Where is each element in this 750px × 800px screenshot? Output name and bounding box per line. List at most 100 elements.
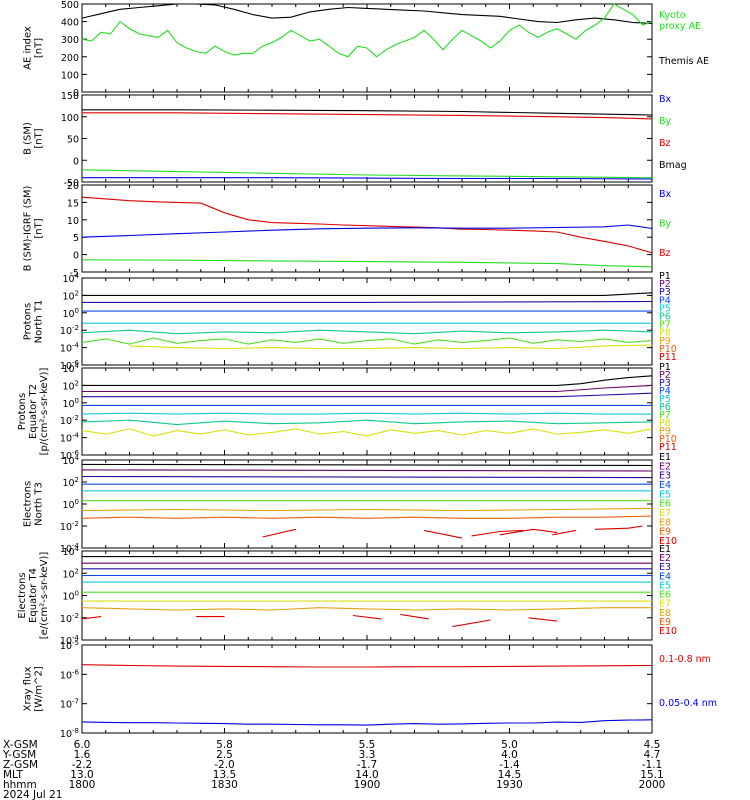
legend-pn-p7: P7 [659, 320, 671, 331]
en-ytick-label: 10-2 [60, 520, 79, 533]
series-bigrf-bx [81, 224, 653, 238]
series-ee-e10-c [352, 614, 382, 620]
pn-ytick-label: 100 [62, 307, 79, 320]
footer-mlt-value: 13.5 [213, 769, 236, 781]
footer-hhmm-value: 1830 [211, 779, 238, 791]
legend-pn-p9: P9 [659, 336, 671, 347]
legend-en-e2: E2 [659, 461, 671, 472]
legend-en-e9: E9 [659, 527, 671, 538]
footer-hhmm-value: 1800 [69, 779, 96, 791]
series-en-e2 [81, 469, 653, 472]
bsm-ytick-label: 0 [73, 156, 79, 167]
series-xray-0-05-0-4-nm [81, 719, 653, 726]
footer-hhmm-value: 1900 [354, 779, 381, 791]
legend-ee-e4: E4 [659, 571, 671, 582]
footer-mlt-value: 14.5 [498, 769, 521, 781]
footer-row-label-4: hhmm [3, 779, 37, 791]
legend-pe-p2: P2 [659, 370, 671, 381]
series-xray-0-1-0-8-nm [81, 664, 653, 668]
pe-ytitle: ProtonsEquator T2[p/(cm²-s-sr-keV)] [17, 368, 50, 456]
footer-y-gsm-value: 4.7 [644, 749, 661, 761]
ee-ytick-label: 102 [62, 567, 79, 580]
series-en-e7 [81, 507, 653, 512]
footer-y-gsm-value: 3.3 [359, 749, 376, 761]
footer-z-gsm-value: -1.7 [357, 759, 378, 771]
legend-pe-p1: P1 [659, 362, 671, 373]
pe-ytick-label: 100 [62, 397, 79, 410]
series-pe-p5 [81, 412, 652, 415]
series-pe-p2 [82, 384, 653, 393]
legend-pe-p5: P5 [659, 394, 671, 405]
series-en-e10-f [594, 525, 643, 530]
legend-ae-kyoto-proxy-ae: Kyoto proxy AE [659, 10, 701, 32]
bsm-panel: -50 0 50 100 150 B (SM)[nT] Bx By Bz Bmag [23, 91, 687, 189]
legend-pn-p2: P2 [659, 279, 671, 290]
en-frame [81, 459, 653, 549]
series-pe-p3 [82, 392, 653, 398]
bsm-ytick-label: -50 [63, 178, 79, 189]
series-pn-p8 [129, 344, 653, 350]
en-ytick-label: 100 [62, 498, 79, 511]
legend-en-e8: E8 [659, 517, 671, 528]
legend-pe-p6: P6 [659, 402, 671, 413]
series-ee-e10-f [528, 617, 558, 622]
series-bsm-bmag [82, 109, 653, 116]
footer-x-gsm-value: 5.5 [359, 739, 376, 751]
legend-en-e4: E4 [659, 480, 671, 491]
footer-hhmm-value: 1930 [496, 779, 523, 791]
footer-row-label-2: Z-GSM [3, 759, 38, 771]
ae-ytick-label: 500 [61, 0, 79, 11]
bigrf-ytick-label: -5 [70, 268, 79, 279]
legend-pn-p10: P10 [659, 344, 677, 355]
series-ee-e10-d [400, 613, 429, 620]
ae-panel: 0 100 200 300 400 500 AE index[nT] Kyoto proxy A… [23, 0, 710, 99]
en-ytick-label: 102 [62, 476, 79, 489]
footer-x-gsm-value: 4.5 [644, 739, 661, 751]
series-pn-p3 [82, 300, 653, 303]
bigrf-ytick-label: 0 [73, 251, 79, 262]
en-ytick-label: 104 [62, 454, 79, 467]
ae-ytick-label: 100 [61, 70, 79, 81]
legend-en-e10: E10 [659, 536, 677, 547]
xray-ytitle: Xray flux[W/m^2] [23, 666, 45, 712]
bigrf-ytick-label: 20 [67, 181, 79, 192]
series-bigrf-bz [81, 196, 653, 254]
bsm-ytick-label: 150 [61, 91, 79, 102]
legend-pn-p1: P1 [659, 271, 671, 282]
ee-ytick-label: 10-2 [60, 612, 79, 625]
legend-bsm-bx: Bx [659, 94, 672, 105]
legend-xray-0-1-0-8-nm: 0.1-0.8 nm [659, 654, 711, 665]
series-pn-p6 [81, 329, 653, 335]
footer-x-gsm-value: 5.0 [501, 739, 518, 751]
ee-ytitle: ElectronsEquator T4[e/(cm²-s-sr-keV)] [17, 552, 50, 640]
footer-date: 2024 Jul 21 [3, 789, 62, 800]
footer-hhmm-value: 2000 [639, 779, 666, 791]
footer-z-gsm-value: -1.1 [642, 759, 663, 771]
bsm-frame [81, 94, 653, 183]
legend-en-e3: E3 [659, 471, 671, 482]
pn-ytick-label: 10-2 [60, 324, 79, 337]
bigrf-ytick-label: 10 [67, 216, 79, 227]
ae-ytick-label: 400 [61, 18, 79, 29]
ae-ytick-label: 200 [61, 53, 79, 64]
en-ytitle: ElectronsNorth T3 [23, 481, 45, 527]
footer-mlt-value: 15.1 [640, 769, 663, 781]
legend-pn-p11: P11 [659, 352, 677, 363]
series-en-e10-a [262, 528, 296, 538]
series-bsm-bz [82, 112, 653, 120]
legend-ae-themis-ae: Themis AE [658, 56, 709, 67]
series-pe-p1 [82, 375, 653, 386]
series-en-e1 [81, 463, 653, 467]
legend-pe-p9: P9 [659, 426, 671, 437]
footer-row-label-0: X-GSM [3, 739, 38, 751]
legend-pe-p10: P10 [659, 434, 677, 445]
legend-xray-0-05-0-4-nm: 0.05-0.4 nm [659, 698, 717, 709]
legend-en-e1: E1 [659, 452, 671, 463]
footer-y-gsm-value: 4.0 [501, 749, 518, 761]
footer-row-label-1: Y-GSM [2, 749, 36, 761]
footer-row-label-3: MLT [3, 769, 23, 781]
legend-ee-e8: E8 [659, 608, 671, 619]
